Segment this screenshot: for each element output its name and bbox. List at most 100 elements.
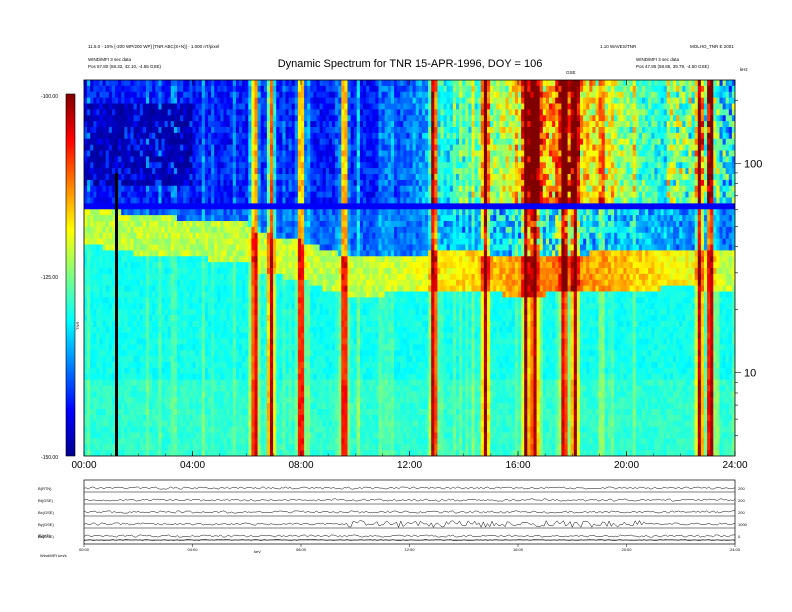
spectrogram-cell: [266, 326, 271, 334]
spectrogram-cell: [146, 350, 150, 357]
spectrogram-cell: [170, 291, 175, 298]
spectrogram-cell: [146, 168, 150, 175]
spectrogram-cell: [127, 197, 131, 204]
spectrogram-cell: [93, 273, 97, 281]
spectrogram-cell: [282, 391, 286, 398]
spectrogram-cell: [263, 250, 268, 257]
spectrogram-cell: [304, 91, 308, 99]
spectrogram-cell: [232, 138, 237, 146]
spectrogram-cell: [322, 379, 327, 386]
spectrogram-cell: [217, 250, 221, 257]
spectrogram-cell: [285, 444, 289, 451]
spectrogram-cell: [232, 91, 237, 99]
spectrogram-cell: [170, 115, 175, 122]
spectrogram-cell: [297, 279, 302, 287]
spectrogram-cell: [201, 262, 206, 269]
spectrogram-cell: [152, 432, 156, 439]
spectrogram-cell: [313, 215, 317, 222]
spectrogram-cell: [96, 85, 100, 93]
spectrogram-cell: [195, 132, 200, 140]
spectrogram-cell: [115, 156, 119, 163]
spectrogram-cell: [301, 403, 305, 410]
spectrogram-cell: [124, 226, 128, 234]
spectrogram-cell: [139, 209, 144, 216]
spectrogram-cell: [291, 420, 296, 428]
spectrogram-cell: [232, 238, 237, 245]
spectrogram-cell: [276, 291, 280, 298]
spectrogram-cell: [115, 144, 119, 151]
spectrogram-cell: [266, 185, 271, 193]
spectrogram-cell: [316, 250, 320, 257]
spectrogram-cell: [201, 326, 206, 334]
spectrogram-cell: [226, 232, 231, 240]
spectrogram-cell: [291, 379, 296, 386]
spectrogram-cell: [180, 191, 184, 198]
spectrogram-cell: [220, 432, 224, 439]
spectrogram-cell: [139, 414, 144, 422]
spectrogram-cell: [93, 344, 97, 351]
spectrogram-cell: [226, 226, 231, 234]
spectrogram-cell: [173, 426, 178, 433]
spectrogram-cell: [183, 97, 187, 104]
spectrogram-cell: [90, 315, 94, 322]
spectrogram-cell: [186, 326, 190, 334]
spectrogram-cell: [139, 391, 144, 398]
spectrogram-cell: [198, 414, 203, 422]
spectrogram-cell: [307, 221, 311, 228]
spectrogram-cell: [118, 244, 122, 251]
spectrogram-cell: [173, 132, 178, 140]
spectrogram-cell: [177, 326, 181, 334]
spectrogram-cell: [177, 127, 181, 134]
spectrogram-cell: [297, 179, 302, 187]
spectrogram-cell: [229, 315, 234, 322]
spectrogram-cell: [152, 332, 156, 339]
spectrogram-cell: [214, 320, 218, 328]
spectrogram-cell: [198, 320, 203, 328]
spectrogram-cell: [251, 127, 255, 134]
spectrogram-cell: [242, 144, 246, 151]
spectrogram-cell: [93, 121, 97, 128]
spectrogram-cell: [285, 397, 289, 404]
spectrogram-cell: [177, 379, 181, 386]
spectrogram-cell: [279, 150, 283, 157]
spectrogram-cell: [87, 256, 91, 263]
spectrogram-cell: [310, 168, 314, 175]
spectrogram-cell: [189, 273, 193, 281]
spectrogram-cell: [239, 150, 243, 157]
spectrogram-cell: [245, 244, 249, 251]
spectrogram-cell: [124, 426, 128, 433]
spectrogram-cell: [133, 203, 138, 210]
spectrogram-cell: [313, 174, 317, 181]
spectrogram-cell: [161, 121, 165, 128]
spectrogram-cell: [254, 97, 258, 104]
spectrogram-cell: [316, 232, 320, 240]
spectrogram-cell: [266, 85, 271, 93]
spectrogram-cell: [111, 409, 116, 416]
spectrogram-cell: [177, 367, 181, 375]
spectrogram-cell: [149, 138, 153, 146]
spectrogram-cell: [316, 438, 320, 445]
spectrogram-cell: [282, 115, 286, 122]
spectrogram-cell: [90, 391, 94, 398]
spectrogram-cell: [282, 226, 286, 234]
spectrogram-cell: [142, 115, 147, 122]
spectrogram-cell: [204, 85, 209, 93]
spectrogram-cell: [257, 174, 262, 181]
spectrogram-cell: [198, 420, 203, 428]
spectrogram-cell: [152, 150, 156, 157]
spectrogram-cell: [263, 350, 268, 357]
spectrogram-cell: [149, 109, 153, 116]
spectrogram-cell: [232, 185, 237, 193]
spectrogram-cell: [245, 191, 249, 198]
spectrogram-cell: [229, 138, 234, 146]
spectrogram-cell: [189, 409, 193, 416]
spectrogram-cell: [254, 414, 258, 422]
spectrogram-cell: [173, 121, 178, 128]
spectrogram-cell: [310, 174, 314, 181]
spectrogram-cell: [192, 232, 196, 240]
spectrogram-cell: [111, 273, 116, 281]
spectrogram-cell: [93, 203, 97, 210]
spectrogram-cell: [167, 420, 172, 428]
spectrogram-cell: [93, 367, 97, 375]
spectrogram-cell: [208, 109, 212, 116]
